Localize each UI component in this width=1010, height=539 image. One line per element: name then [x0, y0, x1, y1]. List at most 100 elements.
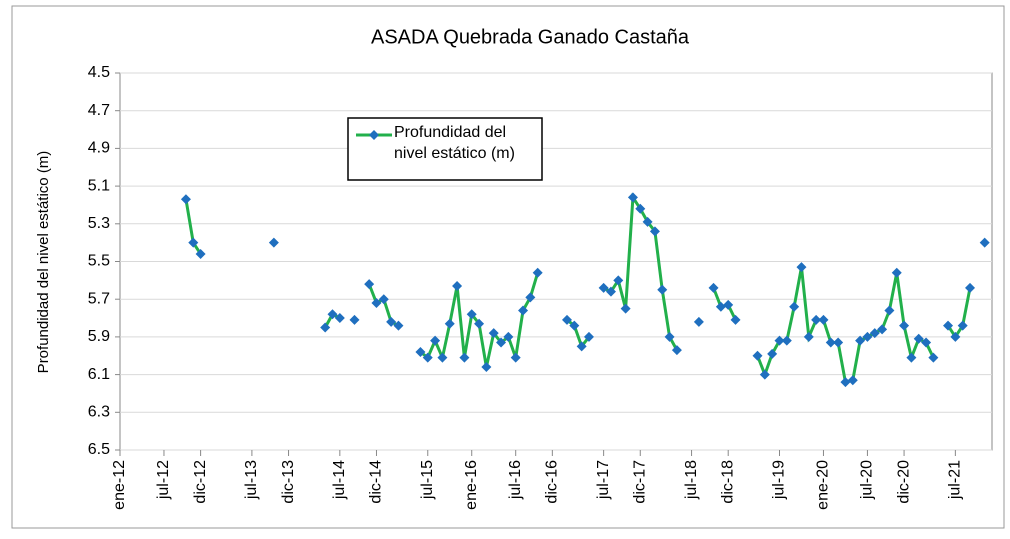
data-point [327, 309, 338, 320]
data-point [891, 267, 902, 278]
data-point [518, 305, 529, 316]
legend-label: Profundidad del nivel estático (m) [394, 124, 515, 162]
data-point [818, 314, 829, 325]
data-point [921, 337, 932, 348]
data-point [268, 237, 279, 248]
y-tick-label: 5.1 [88, 177, 110, 194]
data-point [576, 341, 587, 352]
data-point [613, 275, 624, 286]
data-point [723, 299, 734, 310]
x-tick-label: jul-17 [595, 460, 612, 500]
legend-item: Profundidad del nivel estático (m) [394, 124, 515, 162]
data-point [488, 328, 499, 339]
data-point [598, 282, 609, 293]
data-point [378, 294, 389, 305]
data-point [950, 331, 961, 342]
y-axis-label: Profundidad del nivel estático (m) [35, 151, 52, 374]
data-point [664, 331, 675, 342]
data-point [715, 301, 726, 312]
x-tick-label: jul-16 [507, 460, 524, 500]
data-point [496, 337, 507, 348]
y-tick-label: 5.7 [88, 290, 110, 307]
data-point [510, 352, 521, 363]
y-tick-label: 5.5 [88, 253, 110, 270]
data-point [884, 305, 895, 316]
data-point [657, 284, 668, 295]
y-tick-label: 5.3 [88, 215, 110, 232]
data-point [913, 333, 924, 344]
data-point [869, 328, 880, 339]
data-point [855, 335, 866, 346]
data-point [452, 281, 463, 292]
data-point [474, 318, 485, 329]
x-tick-label: jul-18 [683, 460, 700, 500]
data-point [811, 314, 822, 325]
y-tick-label: 6.3 [88, 404, 110, 421]
data-point [862, 331, 873, 342]
data-point [789, 301, 800, 312]
x-tick-label: dic-16 [544, 460, 561, 504]
chart-title: ASADA Quebrada Ganado Castaña [371, 26, 690, 48]
data-point [444, 318, 455, 329]
data-point [334, 313, 345, 324]
data-point [671, 345, 682, 356]
data-point [943, 320, 954, 331]
data-point [833, 337, 844, 348]
data-point [466, 309, 477, 320]
data-point [730, 314, 741, 325]
data-point [620, 303, 631, 314]
x-tick-label: jul-20 [859, 460, 876, 500]
x-tick-label: dic-12 [192, 460, 209, 504]
data-point [649, 226, 660, 237]
data-point [320, 322, 331, 333]
data-point [605, 286, 616, 297]
data-point [188, 237, 199, 248]
data-point [825, 337, 836, 348]
legend-marker [369, 130, 379, 140]
x-tick-label: jul-13 [243, 460, 260, 500]
data-point [349, 314, 360, 325]
data-point [708, 282, 719, 293]
data-point [877, 324, 888, 335]
data-point [422, 352, 433, 363]
x-tick-label: ene-12 [111, 460, 128, 510]
y-tick-label: 4.7 [88, 102, 110, 119]
data-point [899, 320, 910, 331]
x-tick-label: dic-14 [368, 460, 385, 504]
data-point [803, 331, 814, 342]
data-point [752, 350, 763, 361]
data-point [364, 279, 375, 290]
x-tick-label: ene-20 [815, 460, 832, 510]
data-point [371, 297, 382, 308]
data-point [503, 331, 514, 342]
x-tick-label: jul-15 [419, 460, 436, 500]
data-point [635, 203, 646, 214]
data-point [430, 335, 441, 346]
data-point [459, 352, 470, 363]
data-point [759, 369, 770, 380]
x-tick-label: jul-21 [947, 460, 964, 500]
data-point [393, 320, 404, 331]
legend-box [347, 117, 543, 181]
data-point [437, 352, 448, 363]
data-point [569, 320, 580, 331]
data-point [965, 282, 976, 293]
x-tick-label: dic-17 [631, 460, 648, 504]
x-tick-label: dic-18 [719, 460, 736, 504]
data-point [847, 375, 858, 386]
data-point [928, 352, 939, 363]
y-tick-label: 5.9 [88, 328, 110, 345]
y-tick-label: 6.5 [88, 441, 110, 458]
data-point [415, 346, 426, 357]
data-point [767, 348, 778, 359]
x-tick-label: dic-13 [280, 460, 297, 504]
data-point [627, 192, 638, 203]
data-point [561, 314, 572, 325]
data-point [906, 352, 917, 363]
y-tick-label: 4.9 [88, 140, 110, 157]
y-tick-label: 6.1 [88, 366, 110, 383]
data-point [583, 331, 594, 342]
x-tick-label: jul-14 [331, 460, 348, 500]
data-point [481, 362, 492, 373]
